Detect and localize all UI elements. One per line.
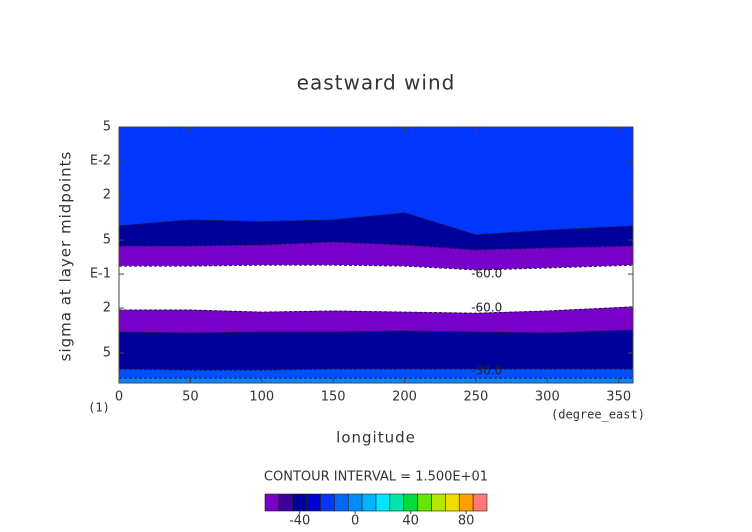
colorbar-box — [320, 493, 335, 512]
y-axis-label: sigma at layer midpoints — [57, 151, 75, 362]
colorbar-box — [389, 493, 405, 512]
x-tick-label: 350 — [606, 390, 631, 405]
colorbar-tick-label: 80 — [458, 514, 475, 529]
contour-line — [118, 368, 633, 371]
contour-fill — [118, 329, 634, 371]
colorbar-tick-label: -40 — [289, 514, 310, 529]
y-tick-label: E-1 — [90, 267, 111, 282]
contour-line — [118, 329, 634, 334]
x-tick-label: 50 — [182, 390, 199, 405]
colorbar-box — [458, 493, 474, 512]
contour-interval: CONTOUR INTERVAL = 1.500E+01 — [264, 470, 488, 485]
x-tick-label: 300 — [535, 390, 560, 405]
colorbar-box — [417, 493, 432, 512]
colorbar-box — [472, 493, 488, 512]
x-tick-label: 250 — [464, 390, 489, 405]
colorbar-box — [278, 493, 294, 512]
contour-fill — [118, 264, 634, 314]
contour-line — [119, 241, 634, 251]
x-tick-label: 100 — [249, 390, 274, 405]
plot-area — [118, 126, 634, 384]
x-tick-label: 150 — [321, 390, 346, 405]
x-axis-label: longitude — [336, 429, 416, 447]
contour-label: -60.0 — [471, 267, 502, 281]
x-tick-label: 0 — [115, 390, 123, 405]
y-tick-label: 5 — [103, 346, 111, 361]
contour-fill — [118, 377, 634, 384]
colorbar-tick-label: 40 — [402, 514, 419, 529]
colorbar-box — [445, 493, 460, 512]
plot-frame — [118, 126, 634, 384]
colorbar-box — [431, 493, 446, 512]
panel-label: (1) — [88, 401, 110, 415]
x-unit-label: (degree_east) — [551, 408, 645, 422]
y-tick-label: E-2 — [90, 154, 111, 169]
contour-line — [118, 212, 634, 236]
contour-line — [119, 306, 634, 314]
colorbar-box — [403, 493, 418, 512]
colorbar-box — [292, 493, 307, 512]
y-tick-label: 2 — [103, 301, 111, 316]
colorbar-box — [347, 493, 363, 512]
colorbar-box — [361, 493, 377, 512]
y-tick-label: 5 — [103, 233, 111, 248]
contour-label: -60.0 — [471, 301, 502, 315]
colorbar-box — [334, 493, 349, 512]
colorbar-box — [375, 493, 391, 512]
colorbar-tick-label: 0 — [351, 514, 359, 529]
contour-line — [119, 264, 634, 271]
colorbar-box — [306, 493, 321, 512]
contour-label: -30.0 — [471, 363, 502, 377]
chart-title: eastward wind — [297, 71, 456, 95]
x-tick-label: 200 — [392, 390, 417, 405]
colorbar-box — [264, 493, 280, 512]
y-tick-label: 5 — [103, 120, 111, 135]
y-tick-label: 2 — [103, 188, 111, 203]
